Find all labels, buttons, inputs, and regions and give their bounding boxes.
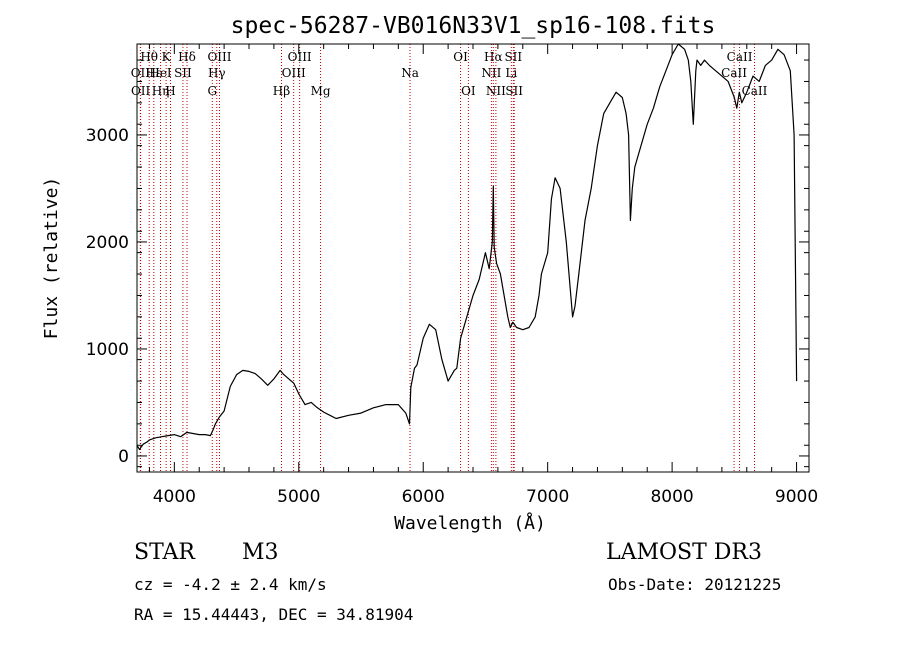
spectral-line-label: NII (486, 84, 506, 98)
plot-frame (136, 43, 810, 473)
spectral-line-label: Hγ (208, 66, 226, 80)
spectral-line-label: Hβ (273, 84, 290, 98)
spectral-line-label: Na (401, 66, 419, 80)
spectral-line-label: G (207, 84, 217, 98)
spectral-line-label: CaII (727, 50, 753, 64)
x-tick-label: 6000 (402, 487, 445, 507)
spectrum-series (136, 43, 798, 451)
sky-coordinates: RA = 15.44443, DEC = 34.81904 (134, 605, 414, 624)
spectrum-line (136, 43, 798, 451)
spectral-line-label: SII (505, 84, 523, 98)
spectral-line-label: H (165, 84, 175, 98)
chart-title: spec-56287-VB016N33V1_sp16-108.fits (231, 13, 716, 39)
y-tick-label: 3000 (86, 126, 129, 146)
spectral-line-label: Li (505, 66, 517, 80)
spectral-line-label: Hα (484, 50, 503, 64)
x-tick-label: 9000 (775, 487, 818, 507)
object-class: STAR (134, 540, 195, 565)
spectral-line-label: Mg (311, 84, 331, 98)
spectral-line-label: Hθ (140, 50, 158, 64)
y-tick-label: 2000 (86, 233, 129, 253)
spectral-line-label: Hδ (178, 50, 196, 64)
spectral-line-label: OIII (282, 66, 306, 80)
spectral-line-label: OIII (288, 50, 312, 64)
spectral-line-label: OI (461, 84, 476, 98)
x-tick-label: 8000 (650, 487, 693, 507)
spectral-line-label: CaII (721, 66, 747, 80)
axis-ticks: 4000 5000 6000 7000 8000 9000 0 1000 2000 3000 (86, 44, 818, 507)
spectral-line-label: OIII (207, 50, 231, 64)
redshift-info: cz = -4.2 ± 2.4 km/s (134, 575, 327, 594)
y-tick-label: 1000 (86, 340, 129, 360)
spectral-line-label: OII (131, 66, 151, 80)
x-tick-label: 5000 (277, 487, 320, 507)
spectral-subclass: M3 (242, 540, 279, 565)
spectral-line-label: Hε (145, 66, 162, 80)
spectral-line-label: K (162, 50, 172, 64)
spectral-line-label: SII (504, 50, 522, 64)
y-axis-title: Flux (relative) (41, 177, 62, 340)
x-tick-label: 7000 (526, 487, 569, 507)
y-tick-label: 0 (118, 447, 129, 467)
observation-date: Obs-Date: 20121225 (608, 575, 782, 594)
spectral-line-label: Hη (152, 84, 170, 98)
spectral-line-label: OII (131, 84, 151, 98)
spectral-line-label: OI (453, 50, 468, 64)
spectral-line-label: NII (481, 66, 501, 80)
spectral-line-label: SII (174, 66, 192, 80)
x-axis-title: Wavelength (Å) (394, 512, 546, 534)
survey-name: LAMOST DR3 (606, 540, 762, 565)
x-tick-label: 4000 (153, 487, 196, 507)
spectral-line-label: HeI (149, 66, 172, 80)
